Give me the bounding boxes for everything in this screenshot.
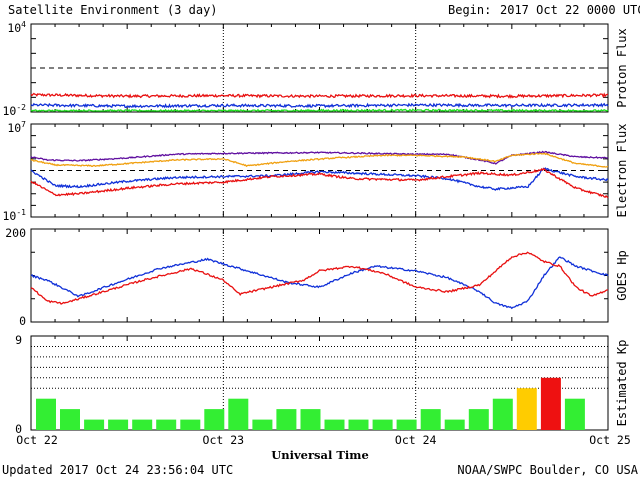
kp-y-tick-label: 0: [15, 422, 22, 436]
electron-series-3: [30, 167, 609, 199]
x-tick-labels: Oct 22 Oct 23 Oct 24 Oct 25: [16, 433, 631, 447]
goes_hp-y-axis-label: GOES Hp: [615, 250, 629, 301]
electron-y-tick-label: 107: [7, 120, 26, 135]
kp-bar: [132, 419, 153, 430]
proton-series-1: [30, 102, 609, 109]
goes-hp-panel: GOES Hp 200 0: [5, 226, 629, 328]
electron-series-0: [30, 150, 609, 165]
kp-bar: [396, 419, 417, 430]
kp-bar: [420, 409, 441, 430]
kp-bar: [468, 409, 489, 430]
estimated-kp-panel: Estimated Kp 9 0: [15, 333, 629, 436]
kp-bar: [348, 419, 369, 430]
proton-y-tick-label: 104: [7, 20, 26, 35]
kp-bar: [372, 419, 393, 430]
x-axis-label: Universal Time: [271, 448, 369, 462]
begin-label: Begin:: [448, 3, 491, 17]
electron-y-axis-label: Electron Flux: [615, 124, 629, 218]
electron-y-tick-label: 10-1: [3, 208, 27, 223]
kp-bar: [492, 398, 513, 430]
proton-series-2: [30, 108, 609, 113]
x-tick-label: Oct 24: [395, 433, 437, 447]
electron-flux-panel: Electron Flux 107 10-1: [3, 120, 630, 223]
kp-bar: [516, 388, 537, 430]
kp-bar: [84, 419, 105, 430]
goes_hp-frame: [30, 228, 609, 323]
kp-bar: [564, 398, 585, 430]
goes_hp-y-tick-label: 0: [19, 314, 26, 328]
kp-bar: [252, 419, 273, 430]
electron-series-2: [30, 167, 609, 191]
kp-bar: [300, 409, 321, 430]
proton-flux-panel: Proton Flux 104 10-2: [3, 20, 630, 118]
kp-bar: [180, 419, 201, 430]
goes_hp-series-1: [30, 251, 608, 305]
proton-y-axis-label: Proton Flux: [615, 28, 629, 107]
kp-bar: [60, 409, 80, 430]
goes_hp-y-tick-label: 200: [5, 226, 26, 240]
kp-bar: [540, 377, 561, 430]
kp-bar: [324, 419, 345, 430]
kp-bar: [36, 398, 56, 430]
chart-title: Satellite Environment (3 day): [8, 3, 218, 17]
kp-y-tick-label: 9: [15, 333, 22, 347]
x-tick-label: Oct 23: [203, 433, 245, 447]
kp-bar: [156, 419, 177, 430]
proton-series-0: [30, 92, 609, 99]
electron-series-1: [30, 152, 609, 168]
updated-timestamp: Updated 2017 Oct 24 23:56:04 UTC: [2, 463, 233, 477]
x-tick-label: Oct 22: [16, 433, 58, 447]
proton-y-tick-label: 10-2: [3, 103, 27, 118]
goes_hp-series-0: [30, 256, 609, 310]
kp-bar: [228, 398, 249, 430]
credit-label: NOAA/SWPC Boulder, CO USA: [457, 463, 638, 477]
kp-bar: [276, 409, 297, 430]
kp-bar: [204, 409, 225, 430]
kp-bar: [444, 419, 465, 430]
x-tick-label: Oct 25: [589, 433, 631, 447]
kp-y-axis-label: Estimated Kp: [615, 340, 629, 427]
begin-value: 2017 Oct 22 0000 UTC: [500, 3, 640, 17]
kp-bar: [108, 419, 129, 430]
